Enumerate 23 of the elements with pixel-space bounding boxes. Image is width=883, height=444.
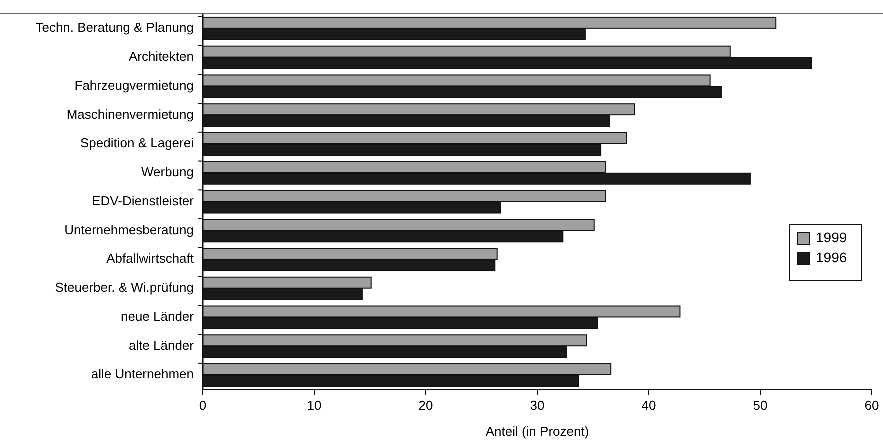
x-tick-label: 10: [307, 398, 322, 413]
x-tick-label: 40: [642, 398, 656, 413]
x-tick-label: 0: [199, 398, 207, 413]
y-tick-label: neue Länder: [120, 308, 195, 324]
y-tick-label: Abfallwirtschaft: [106, 251, 194, 266]
y-tick-label: Architekten: [128, 49, 194, 64]
legend-label: 1996: [816, 250, 848, 266]
y-tick-label: Fahrzeugvermietung: [74, 78, 194, 93]
x-axis-title: Anteil (in Prozent): [486, 424, 590, 439]
y-tick-label: Unternehmesberatung: [64, 222, 194, 238]
y-tick-label: alle Unternehmen: [91, 366, 194, 382]
y-tick-label: Spedition & Lagerei: [80, 136, 194, 151]
y-tick-label: Maschinenvermietung: [66, 106, 194, 122]
legend-label: 1999: [816, 230, 848, 246]
y-tick-label: Werbung: [141, 164, 194, 180]
y-tick-label: Techn. Beratung & Planung: [36, 20, 194, 36]
y-tick-label: Steuerber. & Wi.prüfung: [55, 280, 194, 296]
x-tick-label: 60: [864, 398, 880, 413]
x-tick-label: 20: [418, 398, 434, 413]
y-tick-label: EDV-Dienstleister: [92, 193, 195, 208]
y-tick-label: alte Länder: [128, 338, 195, 353]
x-tick-label: 30: [530, 398, 545, 413]
x-tick-label: 50: [753, 398, 768, 413]
